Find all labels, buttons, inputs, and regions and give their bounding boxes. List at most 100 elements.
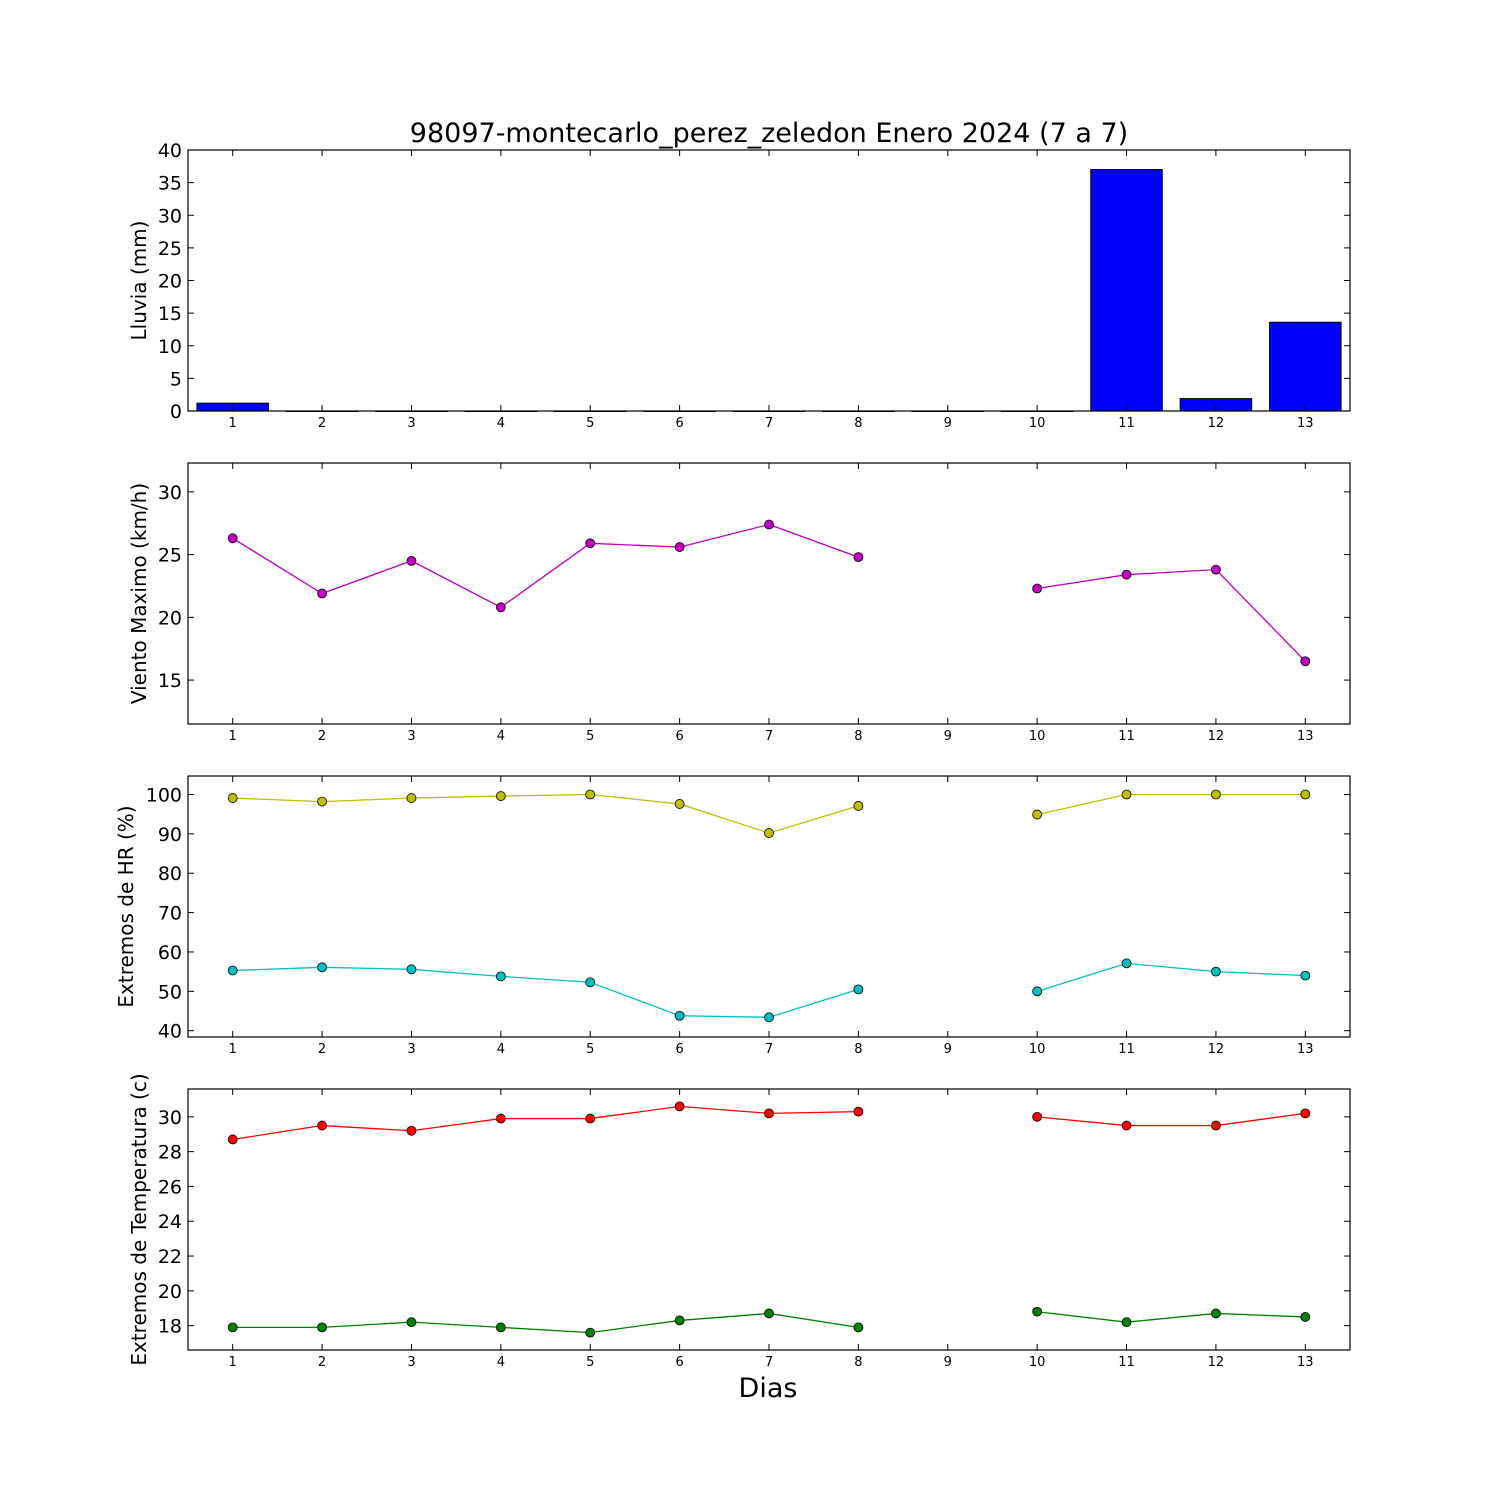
axes-frame-wind: [187, 462, 1351, 725]
point-humidity-0-6: [674, 799, 685, 809]
xtick-label-humidity: 2: [318, 1042, 326, 1057]
ytick-label-temperature: 22: [158, 1246, 182, 1268]
x-axis-label: Dias: [739, 1373, 798, 1404]
ytick-label-rain: 15: [158, 303, 182, 325]
point-temperature-1-5: [585, 1327, 596, 1338]
point-humidity-1-10: [1032, 986, 1043, 997]
point-temperature-1-13: [1300, 1312, 1311, 1322]
point-wind-0-3: [406, 555, 417, 566]
point-humidity-1-5: [585, 977, 596, 988]
series-line-humidity-0: [1037, 793, 1306, 816]
y-axis-label-rain: Lluvia (mm): [127, 221, 151, 341]
xtick-label-humidity: 1: [229, 1042, 237, 1057]
xtick-label-wind: 1: [229, 729, 237, 744]
xtick-label-temperature: 8: [854, 1355, 862, 1370]
point-temperature-1-11: [1121, 1317, 1132, 1328]
xtick-label-rain: 8: [854, 416, 862, 431]
ytick-label-rain: 40: [158, 140, 182, 162]
point-humidity-1-2: [317, 962, 327, 973]
point-wind-0-10: [1032, 583, 1043, 594]
point-wind-0-6: [674, 542, 685, 552]
point-humidity-1-6: [674, 1010, 685, 1021]
point-humidity-0-10: [1032, 809, 1043, 820]
point-temperature-1-6: [674, 1315, 685, 1326]
ytick-label-rain: 10: [158, 336, 182, 358]
point-temperature-0-8: [853, 1106, 864, 1117]
point-temperature-0-11: [1121, 1120, 1132, 1131]
chart-title: 98097-montecarlo_perez_zeledon Enero 202…: [410, 118, 1128, 149]
xtick-label-wind: 3: [407, 729, 415, 744]
xtick-label-wind: 11: [1118, 729, 1135, 744]
xtick-label-rain: 13: [1297, 416, 1314, 431]
series-line-temperature-1: [1037, 1311, 1306, 1323]
ytick-label-wind: 15: [158, 670, 182, 692]
ytick-label-temperature: 26: [158, 1176, 182, 1198]
ytick-label-rain: 5: [170, 368, 182, 390]
ytick-label-rain: 25: [158, 238, 182, 260]
point-humidity-0-13: [1300, 789, 1311, 800]
point-temperature-1-2: [317, 1322, 327, 1333]
xtick-label-wind: 2: [318, 729, 326, 744]
ytick-label-humidity: 40: [158, 1021, 182, 1043]
point-humidity-1-7: [764, 1012, 774, 1023]
ytick-label-rain: 0: [170, 401, 182, 423]
point-humidity-0-3: [406, 793, 417, 803]
xtick-label-wind: 6: [675, 729, 683, 744]
ytick-label-rain: 30: [158, 205, 182, 227]
point-temperature-1-10: [1032, 1306, 1043, 1317]
point-humidity-0-4: [495, 791, 506, 801]
point-humidity-1-1: [227, 965, 238, 976]
xtick-label-rain: 7: [765, 416, 773, 431]
point-temperature-0-13: [1300, 1108, 1311, 1119]
point-wind-0-11: [1121, 569, 1132, 580]
ytick-label-humidity: 60: [158, 942, 182, 964]
xtick-label-humidity: 9: [944, 1042, 952, 1057]
xtick-label-temperature: 4: [497, 1355, 505, 1370]
xtick-label-humidity: 7: [765, 1042, 773, 1057]
series-line-temperature-1: [232, 1312, 859, 1334]
point-wind-0-8: [853, 552, 864, 563]
point-temperature-1-1: [227, 1322, 238, 1333]
point-temperature-1-8: [853, 1322, 864, 1333]
xtick-label-rain: 10: [1029, 416, 1046, 431]
ytick-label-humidity: 100: [146, 785, 182, 807]
point-humidity-0-1: [227, 793, 238, 803]
xtick-label-wind: 8: [854, 729, 862, 744]
ytick-label-humidity: 90: [158, 824, 182, 846]
point-humidity-1-3: [406, 964, 417, 975]
axes-frame-humidity: [187, 775, 1351, 1038]
xtick-label-wind: 9: [944, 729, 952, 744]
ytick-label-temperature: 18: [158, 1316, 182, 1338]
point-temperature-0-1: [227, 1134, 238, 1145]
series-line-humidity-1: [1036, 962, 1306, 992]
ytick-label-temperature: 24: [158, 1211, 182, 1233]
ytick-label-wind: 25: [158, 545, 182, 567]
xtick-label-humidity: 4: [497, 1042, 505, 1057]
point-humidity-1-13: [1300, 970, 1311, 981]
point-temperature-0-4: [495, 1113, 506, 1124]
ytick-label-humidity: 70: [158, 903, 182, 925]
xtick-label-temperature: 10: [1029, 1355, 1046, 1370]
xtick-label-rain: 1: [229, 416, 237, 431]
y-axis-label-humidity: Extremos de HR (%): [114, 805, 138, 1007]
xtick-label-humidity: 11: [1118, 1042, 1135, 1057]
xtick-label-wind: 5: [586, 729, 594, 744]
ytick-label-wind: 20: [158, 607, 182, 629]
point-humidity-0-2: [317, 796, 327, 807]
series-line-temperature-0: [232, 1105, 859, 1141]
xtick-label-temperature: 7: [765, 1355, 773, 1370]
point-temperature-0-6: [674, 1101, 685, 1112]
xtick-label-rain: 4: [497, 416, 505, 431]
xtick-label-temperature: 1: [229, 1355, 237, 1370]
point-humidity-1-11: [1121, 958, 1132, 969]
point-wind-0-5: [585, 538, 596, 549]
point-temperature-0-5: [585, 1113, 596, 1124]
series-line-humidity-1: [232, 966, 859, 1018]
series-line-wind-0: [232, 523, 859, 609]
point-temperature-0-7: [764, 1108, 774, 1119]
series-line-wind-0: [1037, 568, 1306, 662]
series-line-temperature-0: [1037, 1112, 1306, 1127]
